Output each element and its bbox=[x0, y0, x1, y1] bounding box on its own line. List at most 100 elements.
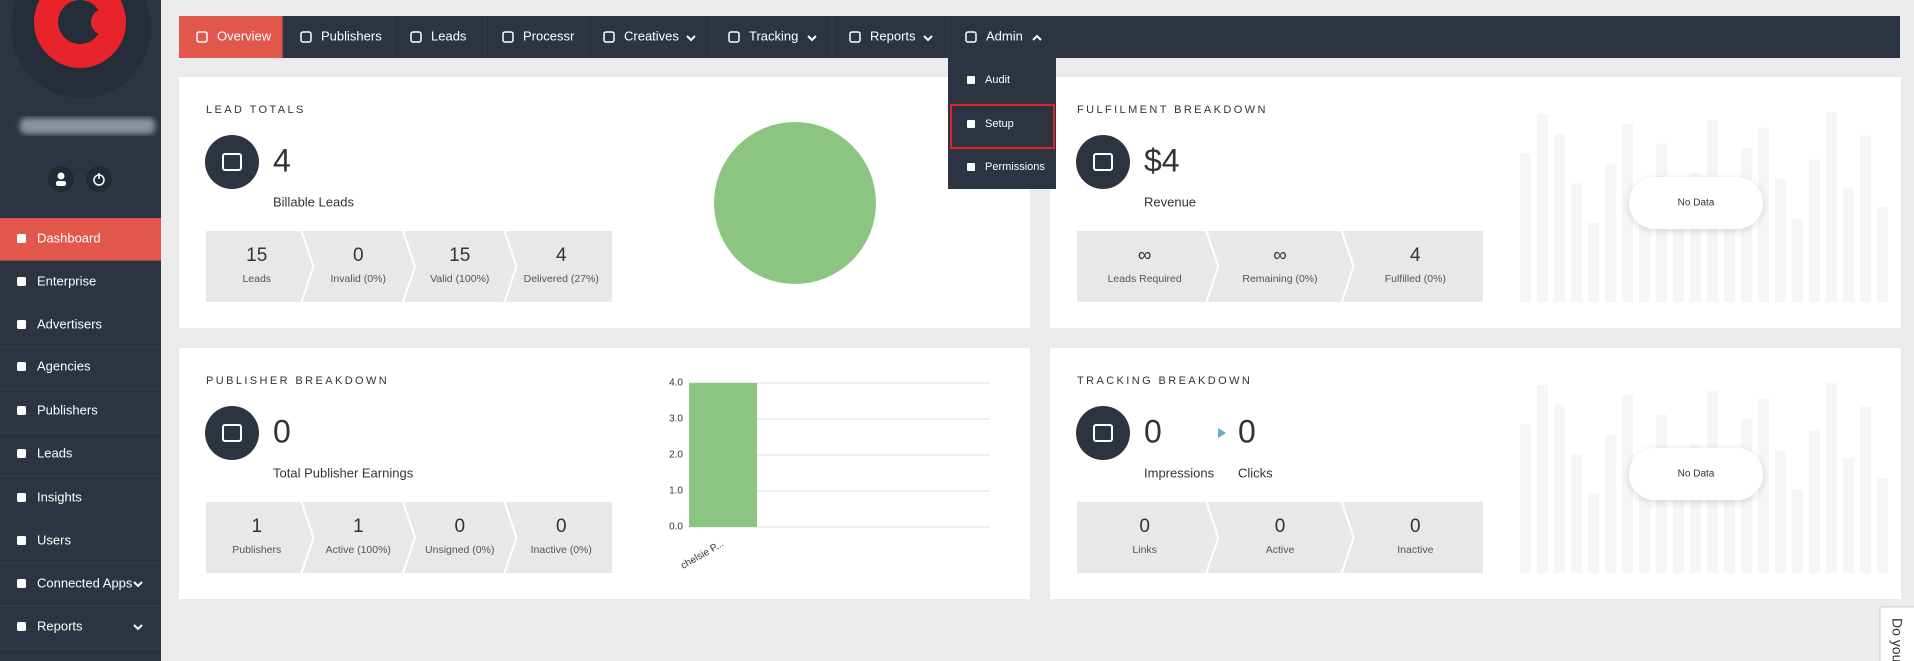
play-icon bbox=[1218, 428, 1226, 438]
stat-value: ∞ bbox=[1138, 245, 1152, 266]
card-icon bbox=[205, 406, 259, 460]
nav-item[interactable] bbox=[393, 16, 485, 58]
card-icon bbox=[1076, 406, 1130, 460]
placeholder-bar bbox=[1826, 111, 1837, 302]
stats-separator bbox=[402, 230, 417, 303]
nav-icon bbox=[196, 31, 208, 43]
dashboard-cards: LEAD TOTALS 4 Billable Leads 15 Leads 0 Invali… bbox=[179, 77, 1901, 599]
nav-icon bbox=[965, 31, 977, 43]
stats-separator bbox=[1340, 501, 1355, 574]
placeholder-bar bbox=[1792, 218, 1803, 302]
placeholder-bar bbox=[1690, 444, 1701, 573]
stat-value: 15 bbox=[449, 245, 470, 266]
highlight-box bbox=[950, 104, 1055, 149]
menu-item-active[interactable] bbox=[0, 218, 161, 261]
stats-separator bbox=[1205, 230, 1220, 303]
placeholder-bar bbox=[1571, 183, 1582, 302]
placeholder-bar bbox=[1758, 398, 1769, 573]
stats-separator bbox=[1340, 230, 1355, 303]
stats-strip bbox=[206, 502, 612, 573]
placeholder-bar bbox=[1588, 493, 1599, 573]
placeholder-bar bbox=[1554, 404, 1565, 573]
nav-item[interactable] bbox=[485, 16, 586, 58]
menu-icon bbox=[17, 277, 26, 286]
nav-label: Overview bbox=[217, 28, 272, 43]
y-tick-label: 0.0 bbox=[669, 522, 683, 533]
dropdown-icon bbox=[967, 120, 975, 128]
placeholder-bar bbox=[1809, 430, 1820, 573]
stat-value: 4 bbox=[1410, 245, 1421, 266]
admin-dropdown: Audit Setup Permissions bbox=[948, 58, 1056, 189]
top-nav: Overview Publishers Leads Processr Creatives… bbox=[179, 16, 1900, 58]
card-title: PUBLISHER BREAKDOWN bbox=[206, 375, 389, 387]
dropdown-item[interactable]: Audit bbox=[985, 74, 1010, 86]
card-title: TRACKING BREAKDOWN bbox=[1077, 375, 1252, 387]
placeholder-bar bbox=[1537, 113, 1548, 303]
placeholder-bar bbox=[1826, 382, 1837, 573]
sidebar-menu: Dashboard Enterprise Advertisers Agencies Pu… bbox=[0, 218, 161, 650]
menu-icon bbox=[17, 234, 26, 243]
logo-inner bbox=[58, 0, 102, 44]
stat-label: Fulfilled (0%) bbox=[1385, 273, 1446, 285]
placeholder-bar bbox=[1724, 203, 1735, 302]
menu-icon bbox=[17, 362, 26, 371]
stats-separator bbox=[503, 230, 518, 303]
big-value: 4 bbox=[273, 142, 291, 178]
chat-tab[interactable] bbox=[1879, 606, 1914, 661]
card-icon-glyph bbox=[222, 153, 242, 171]
dropdown-item[interactable]: Setup bbox=[985, 118, 1014, 130]
stats-separator bbox=[1205, 501, 1220, 574]
nav-item[interactable] bbox=[832, 16, 948, 58]
placeholder-bar bbox=[1792, 489, 1803, 573]
profile-icon bbox=[56, 181, 66, 186]
menu-icon bbox=[17, 449, 26, 458]
no-data-pill bbox=[1629, 177, 1763, 229]
stat-value: 15 bbox=[246, 245, 267, 266]
nav-icon bbox=[603, 31, 615, 43]
placeholder-bar bbox=[1860, 135, 1871, 302]
menu-label: Dashboard bbox=[37, 230, 101, 245]
y-tick-label: 3.0 bbox=[669, 414, 683, 425]
card-icon bbox=[1076, 135, 1130, 189]
stat-label: Invalid (0%) bbox=[331, 273, 386, 285]
nav-icon bbox=[728, 31, 740, 43]
card-icon-glyph bbox=[1093, 424, 1113, 442]
nav-item[interactable] bbox=[586, 16, 711, 58]
stats-separator bbox=[402, 501, 417, 574]
stat-label: Active bbox=[1266, 544, 1295, 556]
dropdown-panel bbox=[948, 58, 1056, 189]
nav-icon bbox=[410, 31, 422, 43]
dropdown-item[interactable]: Permissions bbox=[985, 161, 1045, 173]
chevron-icon bbox=[923, 35, 933, 42]
placeholder-bar bbox=[1843, 458, 1854, 573]
stat-label: Delivered (27%) bbox=[524, 273, 599, 285]
nav-item[interactable] bbox=[711, 16, 832, 58]
card-icon bbox=[205, 135, 259, 189]
stat-value: 0 bbox=[1275, 516, 1286, 537]
menu-label: Agencies bbox=[37, 358, 91, 373]
menu-label: Reports bbox=[37, 618, 83, 633]
stat-label: Inactive (0%) bbox=[531, 544, 592, 556]
menu-icon bbox=[17, 493, 26, 502]
nav-icon bbox=[849, 31, 861, 43]
placeholder-bar bbox=[1860, 406, 1871, 573]
placeholder-bar bbox=[1622, 394, 1633, 573]
stat-label: Remaining (0%) bbox=[1242, 273, 1317, 285]
stat-label: Publishers bbox=[232, 544, 281, 556]
big-label: Total Publisher Earnings bbox=[273, 465, 414, 480]
placeholder-bar bbox=[1639, 464, 1650, 573]
nav-label: Tracking bbox=[749, 28, 798, 43]
stats-separator bbox=[300, 230, 315, 303]
menu-icon bbox=[17, 579, 26, 588]
placeholder-bar bbox=[1673, 212, 1684, 302]
big-value: $4 bbox=[1144, 142, 1180, 178]
stat-value: 1 bbox=[353, 516, 364, 537]
big-label: Billable Leads bbox=[273, 194, 354, 209]
card-icon-glyph bbox=[222, 424, 242, 442]
placeholder-bar bbox=[1809, 159, 1820, 302]
nav-icon bbox=[502, 31, 514, 43]
sidebar bbox=[0, 0, 161, 661]
chevron-icon bbox=[686, 35, 696, 42]
